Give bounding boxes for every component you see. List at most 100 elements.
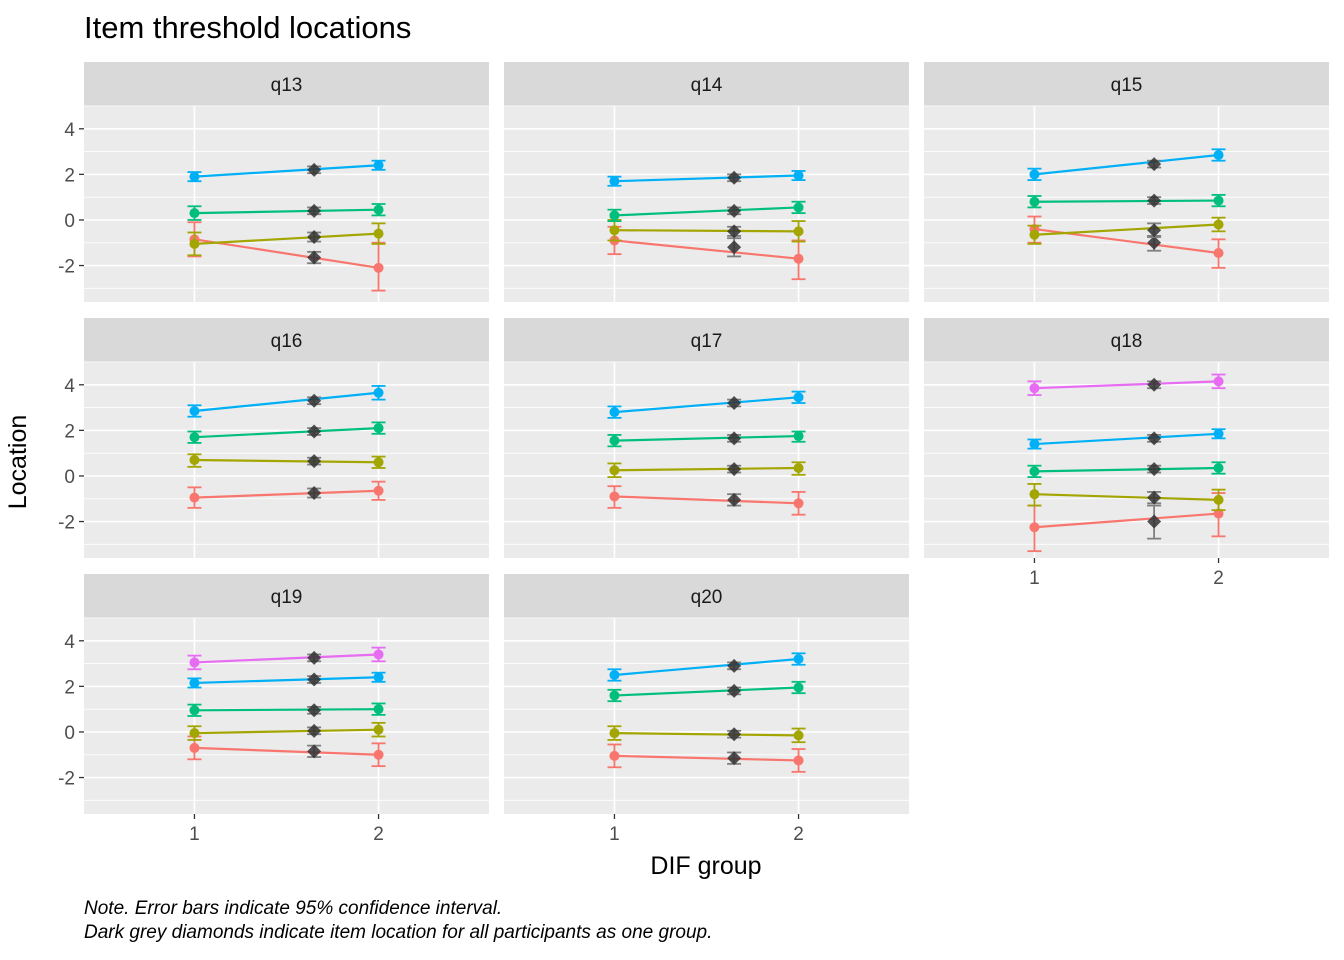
threshold-point bbox=[373, 228, 384, 239]
threshold-point bbox=[189, 492, 200, 503]
overall-diamond bbox=[727, 170, 742, 185]
threshold-line bbox=[194, 746, 379, 756]
threshold-point bbox=[1213, 462, 1224, 473]
overall-diamond bbox=[307, 250, 322, 265]
threshold-point bbox=[373, 649, 384, 660]
threshold-point bbox=[793, 462, 804, 473]
y-tick-label: -2 bbox=[58, 257, 75, 278]
y-tick-label: 0 bbox=[64, 723, 75, 744]
x-tick-label: 1 bbox=[609, 824, 620, 845]
threshold-point bbox=[189, 677, 200, 688]
threshold-point bbox=[609, 407, 620, 418]
overall-diamond bbox=[307, 703, 322, 718]
facet-strip-q13 bbox=[84, 62, 489, 106]
threshold-point bbox=[609, 465, 620, 476]
threshold-line bbox=[194, 426, 379, 439]
threshold-line bbox=[194, 208, 379, 215]
overall-diamond bbox=[307, 424, 322, 439]
panel-background-q17 bbox=[504, 362, 909, 558]
chart-note-ci: Note. Error bars indicate 95% confidence… bbox=[84, 898, 503, 919]
overall-diamond bbox=[1147, 193, 1162, 208]
threshold-line bbox=[194, 391, 379, 413]
threshold-point bbox=[373, 262, 384, 273]
y-axis-title: Location bbox=[4, 414, 32, 510]
threshold-line bbox=[614, 174, 799, 183]
threshold-point bbox=[1029, 383, 1040, 394]
threshold-point bbox=[189, 238, 200, 249]
overall-diamond bbox=[307, 230, 322, 245]
threshold-point bbox=[189, 728, 200, 739]
y-tick-label: 2 bbox=[64, 421, 75, 442]
threshold-point bbox=[1213, 150, 1224, 160]
facet-strip-q19 bbox=[84, 574, 489, 618]
threshold-point bbox=[189, 432, 200, 443]
facet-label-q15: q15 bbox=[1111, 75, 1143, 96]
y-tick-label: 4 bbox=[64, 376, 75, 397]
threshold-line bbox=[614, 396, 799, 414]
threshold-line bbox=[1034, 153, 1219, 176]
overall-diamond bbox=[307, 203, 322, 218]
x-tick-label: 1 bbox=[189, 824, 200, 845]
overall-diamond bbox=[307, 672, 322, 687]
overall-diamond bbox=[727, 396, 742, 411]
threshold-line bbox=[614, 239, 799, 260]
facet-label-q20: q20 bbox=[691, 587, 723, 608]
overall-diamond bbox=[727, 492, 742, 507]
threshold-line bbox=[194, 232, 379, 245]
overall-diamond bbox=[727, 683, 742, 698]
facet-strip-q16 bbox=[84, 318, 489, 362]
threshold-line bbox=[194, 676, 379, 685]
panel-background-q20 bbox=[504, 618, 909, 814]
threshold-line bbox=[614, 754, 799, 762]
y-axis-title-wrap: Location bbox=[4, 367, 33, 510]
overall-diamond bbox=[1147, 462, 1162, 477]
overall-diamond bbox=[1147, 490, 1162, 505]
threshold-line bbox=[614, 657, 799, 677]
facet-label-q16: q16 bbox=[271, 331, 303, 352]
threshold-point bbox=[1029, 466, 1040, 477]
overall-diamond bbox=[307, 486, 322, 501]
threshold-line bbox=[194, 238, 379, 269]
facet-label-q17: q17 bbox=[691, 331, 723, 352]
overall-diamond bbox=[307, 744, 322, 759]
threshold-point bbox=[793, 682, 804, 693]
overall-diamond bbox=[307, 650, 322, 665]
threshold-line bbox=[194, 653, 379, 664]
facet-strip-q18 bbox=[924, 318, 1329, 362]
y-tick-label: 2 bbox=[64, 677, 75, 698]
threshold-line bbox=[614, 466, 799, 472]
facet-strip-q15 bbox=[924, 62, 1329, 106]
threshold-line bbox=[614, 495, 799, 505]
threshold-point bbox=[609, 750, 620, 761]
threshold-line bbox=[194, 708, 379, 712]
y-tick-label: -2 bbox=[58, 769, 75, 790]
threshold-point bbox=[1029, 489, 1040, 500]
threshold-point bbox=[189, 455, 200, 465]
x-tick-label: 1 bbox=[1029, 568, 1040, 589]
overall-diamond bbox=[1147, 514, 1162, 529]
chart-title: Item threshold locations bbox=[84, 10, 412, 45]
threshold-line bbox=[194, 164, 379, 178]
threshold-line bbox=[614, 434, 799, 442]
panel-background-q16 bbox=[84, 362, 489, 558]
threshold-point bbox=[793, 730, 804, 741]
threshold-point bbox=[189, 742, 200, 753]
threshold-point bbox=[793, 654, 804, 665]
threshold-point bbox=[373, 724, 384, 735]
x-axis-title: DIF group bbox=[650, 852, 762, 880]
threshold-point bbox=[793, 755, 804, 766]
threshold-line bbox=[194, 489, 379, 499]
threshold-point bbox=[1213, 248, 1224, 258]
x-tick-label: 2 bbox=[1213, 568, 1224, 589]
overall-diamond bbox=[727, 462, 742, 477]
facet-strip-q17 bbox=[504, 318, 909, 362]
overall-diamond bbox=[1147, 223, 1162, 238]
threshold-point bbox=[793, 392, 804, 403]
overall-diamond bbox=[307, 454, 322, 469]
threshold-line bbox=[614, 229, 799, 233]
threshold-point bbox=[793, 253, 804, 264]
x-tick-label: 2 bbox=[373, 824, 384, 845]
threshold-line bbox=[194, 458, 379, 464]
overall-diamond bbox=[727, 224, 742, 239]
